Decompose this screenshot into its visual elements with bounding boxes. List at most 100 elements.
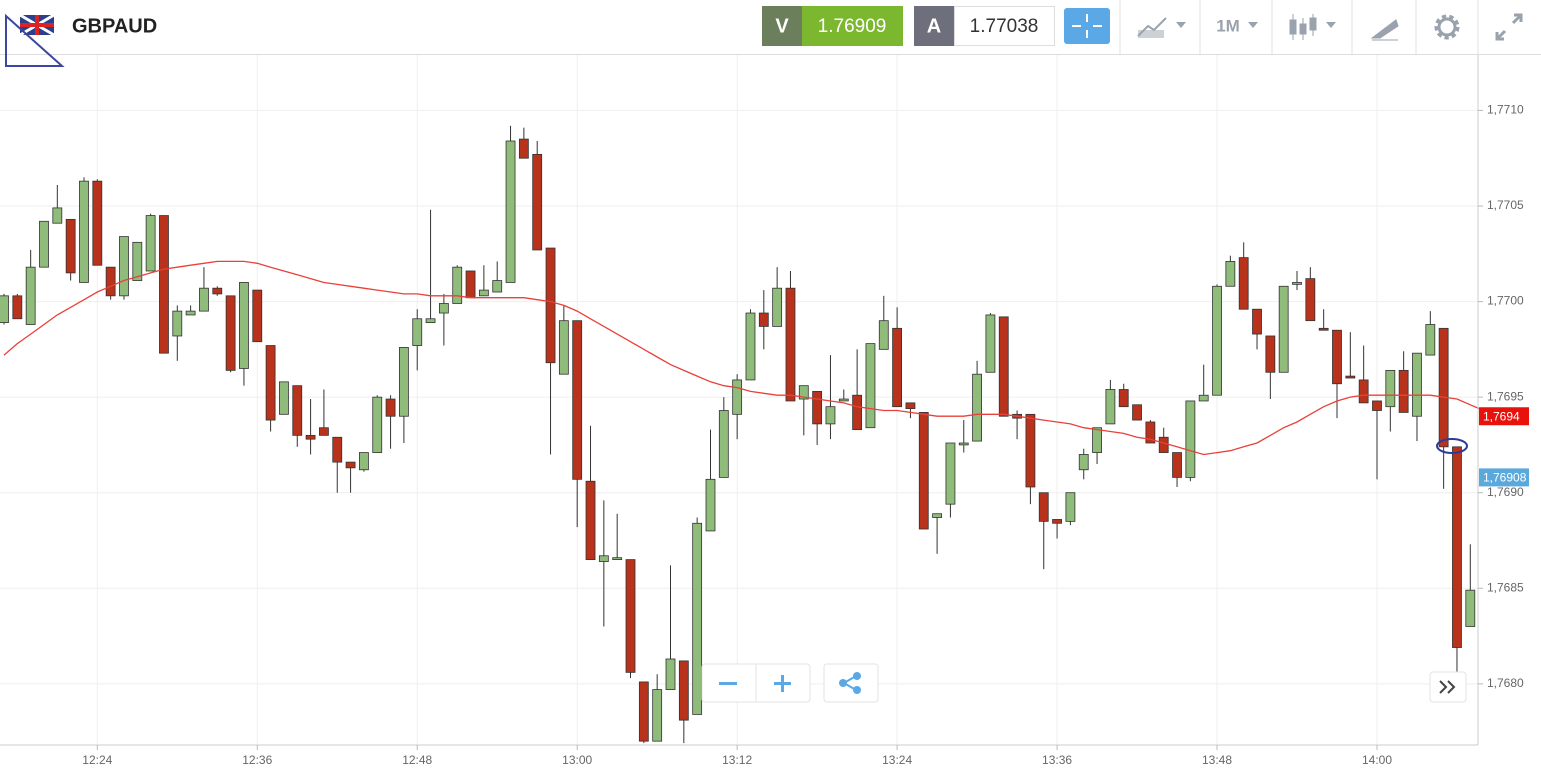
candle-body	[279, 381, 289, 415]
candle-body	[1238, 257, 1249, 310]
candle-body	[838, 398, 849, 402]
candle-body	[1425, 324, 1436, 356]
candle-body	[1212, 285, 1222, 396]
bid-box[interactable]	[802, 6, 903, 46]
candle-body	[159, 215, 169, 354]
candle-body	[772, 287, 783, 327]
candle-body	[1345, 375, 1356, 379]
bid-price[interactable]: 1.76909	[818, 16, 887, 37]
candle-body	[918, 412, 929, 530]
candle-body	[359, 452, 369, 471]
candle-body	[65, 218, 76, 274]
candle-body	[1092, 427, 1102, 453]
candle-body	[585, 480, 596, 560]
candle-body	[665, 658, 676, 690]
candle-body	[452, 266, 463, 304]
share-button[interactable]	[823, 663, 879, 703]
candle-body	[1265, 335, 1276, 373]
x-tick-label: 14:00	[1362, 753, 1392, 767]
candle-body	[1172, 452, 1182, 478]
candle-body	[372, 396, 383, 453]
moving-average-line	[3, 260, 1484, 456]
candle-body	[25, 266, 36, 325]
scroll-right-button[interactable]	[1429, 671, 1467, 703]
candle-body	[79, 180, 89, 283]
candle-body	[718, 410, 729, 478]
candle-body	[12, 295, 23, 320]
candle-body	[332, 436, 343, 463]
symbol[interactable]: GBPAUD	[72, 15, 157, 37]
x-tick-label: 12:48	[402, 753, 432, 767]
candle-body	[438, 303, 449, 314]
candle-body	[985, 314, 996, 373]
candle-body	[225, 295, 236, 371]
candle-body	[745, 312, 756, 381]
price-tag-label: 1,76908	[1483, 471, 1527, 485]
x-tick-label: 13:24	[882, 753, 912, 767]
fullscreen-button[interactable]	[1495, 13, 1523, 41]
candle-body	[705, 478, 716, 532]
crosshair-icon	[1072, 14, 1102, 38]
x-tick-label: 13:36	[1042, 753, 1072, 767]
candle-body	[1185, 400, 1196, 478]
ask-box[interactable]	[954, 6, 1055, 46]
candle-body	[558, 320, 569, 375]
candle-body	[1038, 492, 1049, 522]
y-tick-label: 1,7710	[1487, 103, 1524, 117]
candle-body	[798, 385, 809, 400]
candle-body	[0, 295, 9, 323]
candle-body	[598, 555, 609, 562]
candle-body	[119, 236, 129, 297]
chart-type-button[interactable]	[1137, 17, 1186, 38]
y-tick-label: 1,7685	[1487, 580, 1524, 594]
candle-body	[1278, 285, 1289, 373]
candle-body	[319, 427, 329, 436]
settings-button[interactable]	[1434, 14, 1460, 40]
ask-label[interactable]: A	[927, 15, 941, 37]
x-tick-label: 13:12	[722, 753, 752, 767]
candle-body	[638, 681, 649, 742]
candle-body	[1412, 352, 1422, 417]
zoom-out[interactable]	[719, 682, 737, 685]
candle-body	[678, 660, 689, 721]
candle-body	[732, 379, 743, 415]
candle-body	[905, 402, 916, 410]
ask-label-box[interactable]	[914, 6, 954, 46]
ask-price[interactable]: 1.77038	[970, 16, 1039, 37]
timeframe-caret[interactable]	[1248, 22, 1258, 28]
timeframe[interactable]: 1M	[1216, 16, 1240, 35]
candle-body	[412, 318, 423, 346]
candle-body	[1465, 589, 1476, 627]
crosshair-button[interactable]	[1064, 8, 1110, 44]
candle-body	[1145, 421, 1156, 444]
candle-body	[852, 394, 863, 431]
x-tick-label: 12:24	[82, 753, 112, 767]
y-tick-label: 1,7695	[1487, 389, 1524, 403]
bid-label[interactable]: V	[775, 15, 789, 37]
candle-body	[572, 320, 583, 480]
candle-body	[1332, 329, 1342, 385]
draw-tool-button[interactable]	[1370, 19, 1399, 41]
candle-body	[385, 398, 396, 417]
candle-body	[425, 318, 436, 323]
bid-label-box[interactable]	[762, 6, 802, 46]
plot-area	[0, 55, 1484, 745]
candle-style-button[interactable]	[1289, 14, 1336, 40]
candle-body	[105, 266, 116, 297]
candle-body	[1318, 327, 1329, 331]
candle-body	[478, 289, 489, 297]
candle-body	[1438, 327, 1449, 448]
zoom-in[interactable]	[774, 675, 791, 692]
x-tick-label: 13:00	[562, 753, 592, 767]
price-tag	[1479, 468, 1529, 487]
candle-body	[692, 522, 703, 715]
scroll-right-icon	[1439, 680, 1456, 694]
candle-body	[945, 442, 956, 505]
y-tick-label: 1,7690	[1487, 485, 1524, 499]
y-tick-label: 1,7680	[1487, 676, 1524, 690]
candle-body	[612, 557, 623, 560]
candle-body	[292, 385, 303, 436]
price-tag-label: 1,7694	[1483, 409, 1520, 423]
candle-body	[172, 310, 183, 337]
candle-body	[505, 140, 516, 283]
